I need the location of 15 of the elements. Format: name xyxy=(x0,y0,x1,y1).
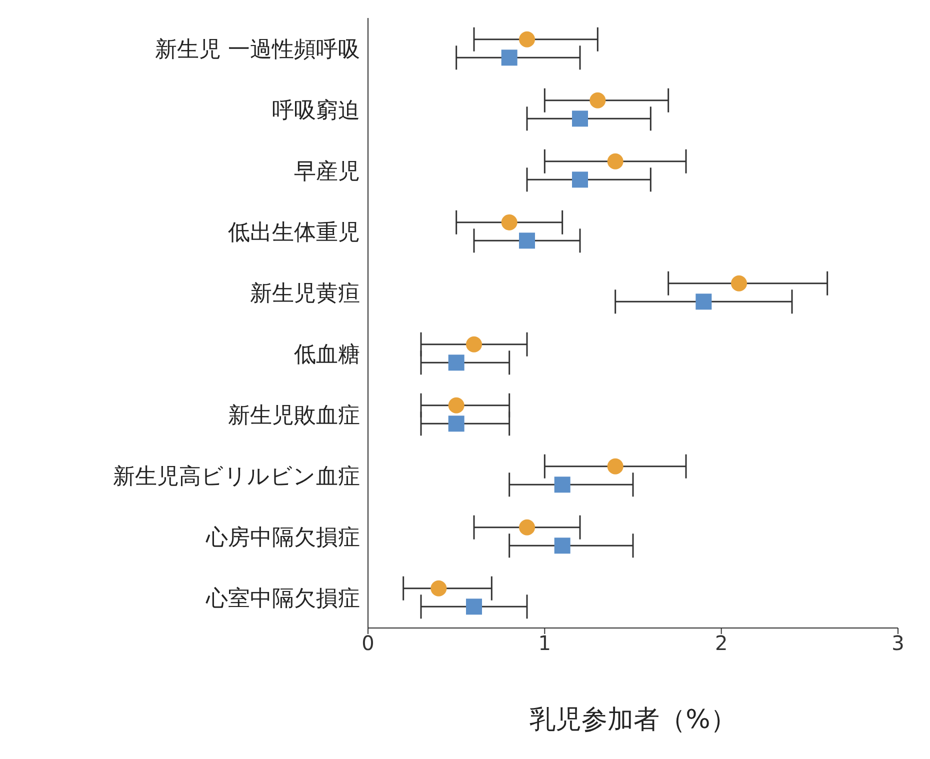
x-axis-title: 乳児参加者（%） xyxy=(530,705,736,735)
y-tick-label: 心房中隔欠損症 xyxy=(205,525,360,550)
y-tick-label: 低出生体重児 xyxy=(228,220,360,246)
y-tick-label: 心室中隔欠損症 xyxy=(205,586,360,612)
y-tick-label: 新生児黄疸 xyxy=(250,281,360,306)
y-tick-label: 新生児 一過性頻呼吸 xyxy=(155,37,360,62)
x-tick-label: 0 xyxy=(362,631,374,656)
x-tick-label: 3 xyxy=(892,631,904,656)
x-tick-label: 1 xyxy=(538,631,552,656)
x-tick-label: 2 xyxy=(714,631,728,656)
y-tick-label: 呼吸窮迫 xyxy=(272,98,360,124)
y-tick-label: 早産児 xyxy=(294,159,360,184)
y-tick-label: 新生児敗血症 xyxy=(228,403,360,428)
y-tick-label: 低血糖 xyxy=(294,342,360,368)
y-tick-label: 新生児高ビリルビン血症 xyxy=(113,464,360,490)
